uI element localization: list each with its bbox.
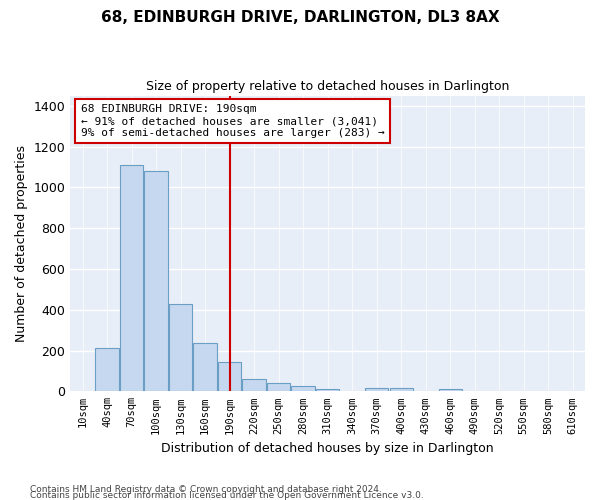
Y-axis label: Number of detached properties: Number of detached properties [15, 145, 28, 342]
Text: Contains HM Land Registry data © Crown copyright and database right 2024.: Contains HM Land Registry data © Crown c… [30, 484, 382, 494]
Bar [292, 386, 315, 392]
Bar [169, 304, 192, 392]
Bar [193, 344, 217, 392]
Text: 68, EDINBURGH DRIVE, DARLINGTON, DL3 8AX: 68, EDINBURGH DRIVE, DARLINGTON, DL3 8AX [101, 10, 499, 25]
Bar [439, 388, 462, 392]
Bar [145, 171, 168, 392]
Bar [267, 383, 290, 392]
Bar [242, 379, 266, 392]
Text: 68 EDINBURGH DRIVE: 190sqm
← 91% of detached houses are smaller (3,041)
9% of se: 68 EDINBURGH DRIVE: 190sqm ← 91% of deta… [80, 104, 385, 138]
Bar [389, 388, 413, 392]
Bar [218, 362, 241, 392]
X-axis label: Distribution of detached houses by size in Darlington: Distribution of detached houses by size … [161, 442, 494, 455]
Bar [365, 388, 388, 392]
Bar [120, 165, 143, 392]
Title: Size of property relative to detached houses in Darlington: Size of property relative to detached ho… [146, 80, 509, 93]
Bar [95, 348, 119, 392]
Bar [316, 388, 339, 392]
Text: Contains public sector information licensed under the Open Government Licence v3: Contains public sector information licen… [30, 490, 424, 500]
